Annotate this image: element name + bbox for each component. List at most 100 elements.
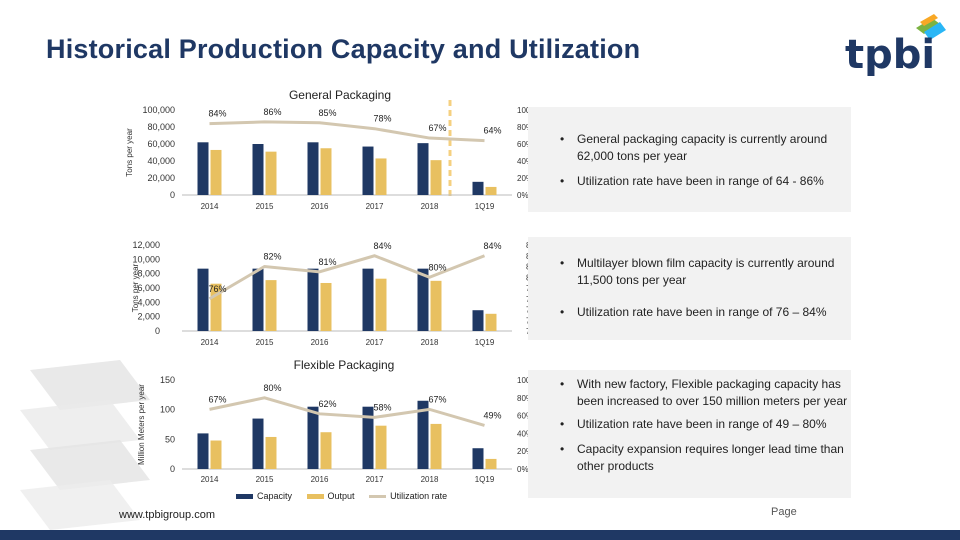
legend-label: Output — [327, 491, 355, 501]
x-tick-label: 2017 — [366, 202, 384, 211]
x-tick-label: 1Q19 — [475, 475, 495, 484]
chart-legend: Capacity Output Utilization rate — [236, 491, 459, 501]
x-tick-label: 2014 — [201, 475, 219, 484]
bullet-item: • Utilization rate have been in range of … — [560, 174, 824, 188]
y-tick-label: 8,000 — [137, 269, 160, 279]
data-label-utilization: 58% — [373, 402, 391, 412]
x-tick-label: 1Q19 — [475, 202, 495, 211]
y2-tick-label: 0% — [517, 465, 529, 474]
y-tick-label: 50 — [165, 434, 175, 444]
bullet-text: Multilayer blown film capacity is curren… — [577, 256, 835, 287]
bar-capacity — [252, 144, 264, 195]
bar-output — [210, 440, 222, 469]
x-tick-label: 2018 — [421, 475, 439, 484]
bar-output — [265, 280, 277, 331]
bullet-item: • Utilization rate have been in range of … — [560, 417, 827, 431]
data-label-utilization: 67% — [208, 394, 226, 404]
bar-output — [430, 280, 442, 331]
panel-multilayer-film: • Multilayer blown film capacity is curre… — [528, 237, 851, 340]
data-label-utilization: 78% — [373, 114, 391, 124]
x-tick-label: 2014 — [201, 202, 219, 211]
x-tick-label: 2015 — [256, 338, 274, 347]
bar-output — [210, 283, 222, 331]
x-tick-label: 2016 — [311, 475, 329, 484]
panel-flexible-packaging: • With new factory, Flexible packaging ca… — [528, 370, 851, 498]
bar-capacity — [197, 268, 209, 331]
bar-output — [485, 313, 497, 331]
bar-output — [320, 282, 332, 331]
bullet-text: Utilization rate have been in range of 7… — [577, 305, 827, 319]
data-label-utilization: 84% — [373, 241, 391, 251]
bar-output — [375, 158, 387, 195]
data-label-utilization: 80% — [428, 262, 446, 272]
panel-general-packaging: • General packaging capacity is currently… — [528, 107, 851, 212]
chart-title: Flexible Packaging — [294, 358, 395, 372]
decorative-planes — [20, 360, 150, 530]
y2-tick-label: 0% — [517, 191, 529, 200]
chart-title: General Packaging — [289, 88, 391, 102]
bullet-item: • Multilayer blown film capacity is curre… — [560, 256, 835, 287]
legend-swatch — [236, 494, 253, 500]
data-label-utilization: 49% — [483, 410, 501, 420]
y-tick-label: 0 — [170, 464, 175, 474]
bar-output — [485, 186, 497, 195]
x-tick-label: 2014 — [201, 338, 219, 347]
bullet-item: • Utilization rate have been in range of … — [560, 305, 827, 319]
bar-capacity — [197, 433, 209, 469]
data-label-utilization: 80% — [263, 383, 281, 393]
y2-tick-label: 80% — [517, 394, 533, 403]
y-tick-label: 80,000 — [147, 122, 175, 132]
bar-capacity — [362, 146, 374, 195]
y-tick-label: 40,000 — [147, 156, 175, 166]
bar-output — [210, 149, 222, 195]
bullet-text: General packaging capacity is currently … — [577, 132, 828, 163]
y-tick-label: 0 — [170, 190, 175, 200]
bar-capacity — [472, 181, 484, 195]
bar-capacity — [307, 406, 319, 469]
bar-output — [375, 278, 387, 331]
bullet-item: • General packaging capacity is currently… — [560, 132, 828, 163]
line-utilization — [209, 396, 485, 427]
bar-output — [430, 160, 442, 195]
legend-swatch — [369, 495, 387, 499]
x-tick-label: 2015 — [256, 475, 274, 484]
bar-output — [375, 425, 387, 469]
bullet-text: With new factory, Flexible packaging cap… — [577, 377, 848, 408]
page-title: Historical Production Capacity and Utili… — [46, 34, 641, 64]
y2-tick-label: 80% — [517, 123, 533, 132]
bar-capacity — [252, 418, 264, 469]
bar-capacity — [417, 400, 429, 469]
y-tick-label: 12,000 — [132, 240, 160, 250]
x-tick-label: 2016 — [311, 338, 329, 347]
bar-output — [485, 458, 497, 469]
page-label: Page — [771, 506, 797, 518]
y-axis-label: Million Meters per year — [137, 384, 146, 465]
y-tick-label: 6,000 — [137, 283, 160, 293]
data-label-utilization: 67% — [428, 123, 446, 133]
y2-tick-label: 60% — [517, 412, 533, 421]
legend-item-output: Output — [306, 491, 355, 501]
data-label-utilization: 62% — [318, 399, 336, 409]
bullet-item: • With new factory, Flexible packaging ca… — [560, 377, 848, 408]
x-tick-label: 1Q19 — [475, 338, 495, 347]
bar-output — [265, 151, 277, 195]
legend-swatch — [306, 494, 324, 500]
bar-output — [320, 432, 332, 469]
bar-capacity — [472, 310, 484, 331]
legend-item-utilization: Utilization rate — [369, 491, 447, 501]
y-tick-label: 0 — [155, 326, 160, 336]
y-axis-label: Tons per year — [131, 263, 140, 312]
legend-label: Utilization rate — [390, 491, 448, 501]
legend-label: Capacity — [257, 491, 293, 501]
data-label-utilization: 84% — [208, 109, 226, 119]
y-tick-label: 100,000 — [142, 105, 175, 115]
y-tick-label: 20,000 — [147, 173, 175, 183]
y2-tick-label: 40% — [517, 157, 533, 166]
data-label-utilization: 82% — [263, 252, 281, 262]
bullet-text: Utilization rate have been in range of 4… — [577, 417, 827, 431]
y-axis-label: Tons per year — [125, 128, 134, 177]
y-tick-label: 60,000 — [147, 139, 175, 149]
x-tick-label: 2016 — [311, 202, 329, 211]
data-label-utilization: 85% — [318, 108, 336, 118]
bullet-text: Utilization rate have been in range of 6… — [577, 174, 824, 188]
